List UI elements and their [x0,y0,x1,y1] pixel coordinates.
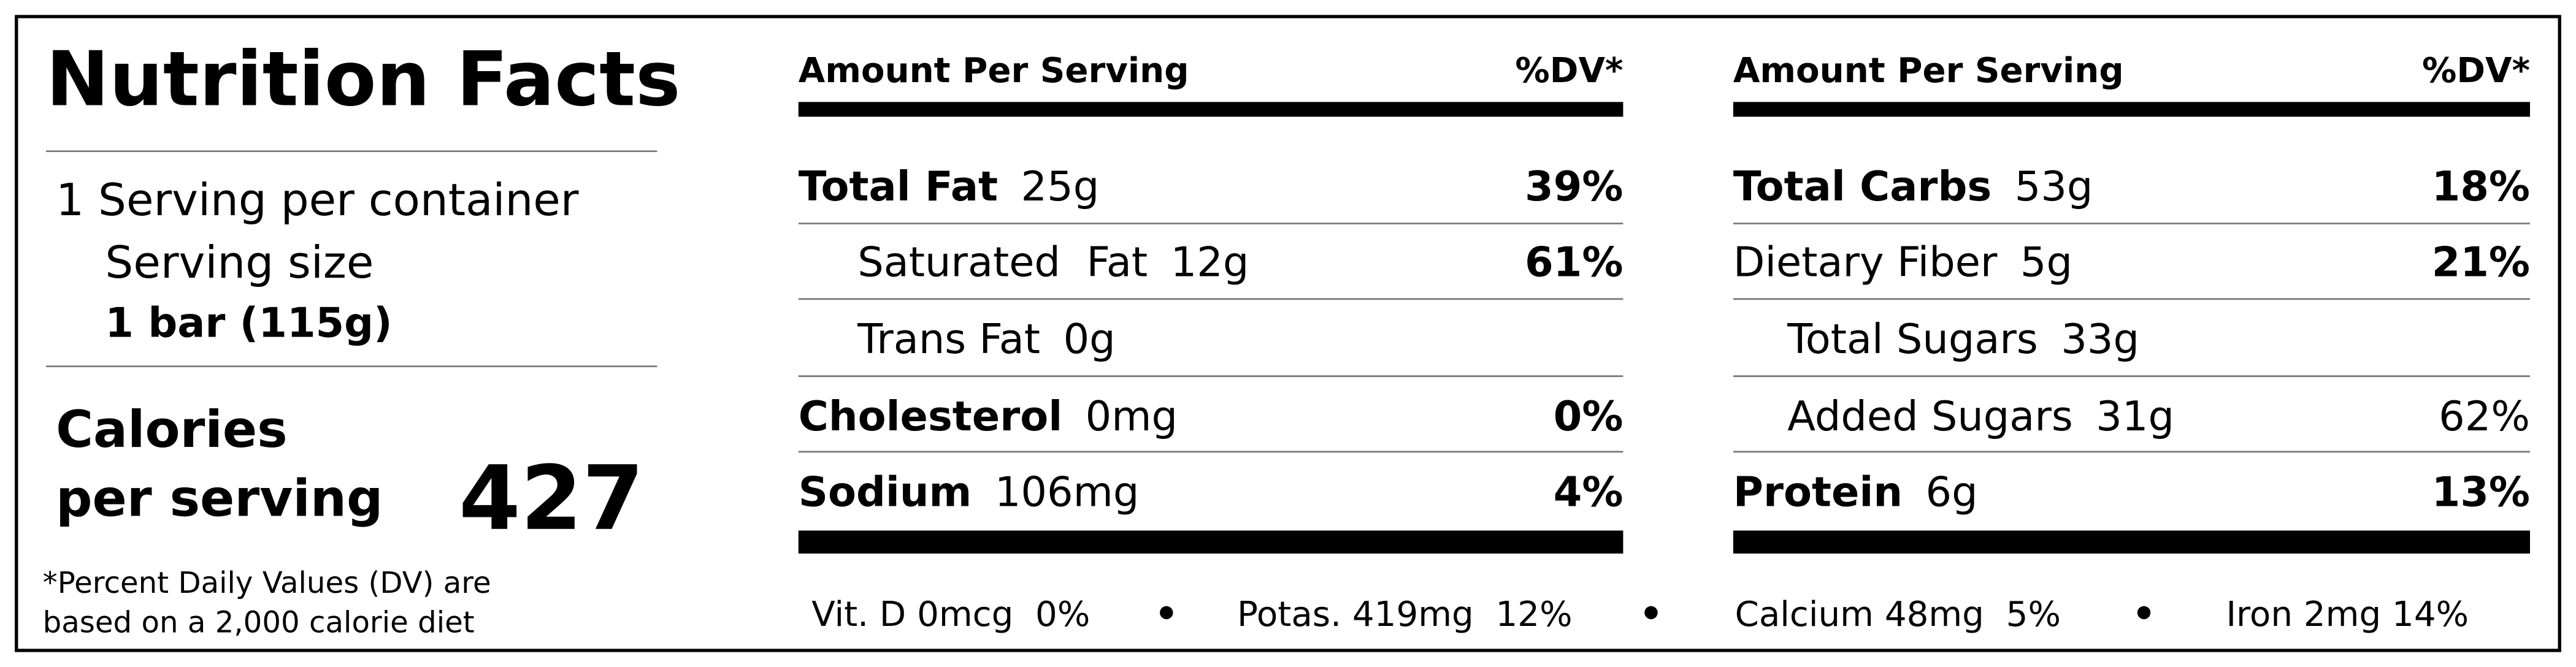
nutrient-row: Saturated Fat 12g [857,238,1249,286]
nutrient-amount: 12g [1171,238,1249,286]
nutrient-row: Protein 6g [1733,468,1978,516]
nutrient-row: Dietary Fiber 5g [1733,238,2072,286]
calories-label: Calories [56,400,288,459]
nutrient-amount: 5g [2020,238,2072,286]
nutrient-dv: 18% [2432,162,2530,210]
header-dv: %DV* [2422,51,2530,91]
thick-bar [798,530,1623,554]
thick-bar [1733,530,2530,554]
footnote: *Percent Daily Values (DV) are [43,566,491,600]
serving-size-label: Serving size [105,237,374,289]
nutrient-dv: 13% [2432,468,2530,516]
bullet [1644,606,1658,620]
nutrient-columns: Amount Per Serving %DV* Total Fat 25g 39% Sat… [798,51,2530,554]
nutrient-dv: 0% [1554,392,1623,440]
nutrient-dv: 61% [1525,238,1623,286]
nutrient-amount: 106mg [995,468,1140,516]
nutrient-row: Total Fat 25g [799,162,1099,210]
nutrient-row: Total Sugars 33g [1787,315,2139,363]
nutrient-row: Trans Fat 0g [857,315,1115,363]
nutrient-dv: 62% [2439,392,2530,440]
nutrient-amount: 0mg [1086,392,1178,440]
nutrient-amount: 53g [2015,162,2093,210]
nutrient-name: Total Fat [799,162,998,210]
thick-bar [798,102,1623,117]
header-amount: Amount Per Serving [799,51,1189,91]
nutrient-name: Trans Fat [857,315,1040,363]
nutrient-amount: 31g [2096,392,2174,440]
nutrient-name: Total Sugars [1787,315,2038,363]
calories-label: per serving [56,468,383,528]
micronutrient: Iron 2mg 14% [2226,595,2469,635]
nutrient-name: Saturated Fat [857,238,1148,286]
nutrient-name: Protein [1733,468,1903,516]
micronutrient: Potas. 419mg 12% [1237,595,1573,635]
micronutrient: Vit. D 0mcg 0% [811,595,1090,635]
bullet [1160,606,1173,620]
nutrient-row: Total Carbs 53g [1733,162,2093,210]
nutrient-amount: 25g [1021,162,1100,210]
nutrient-name: Sodium [799,468,972,516]
nutrient-row: Added Sugars 31g [1787,392,2174,440]
nutrient-dv: 4% [1554,468,1623,516]
nutrient-dv: 21% [2432,238,2530,286]
nutrient-amount: 6g [1926,468,1978,516]
title: Nutrition Facts [46,36,680,124]
thick-bar [1733,102,2530,117]
nutrient-row: Sodium 106mg [799,468,1140,516]
nutrient-name: Added Sugars [1787,392,2072,440]
micronutrient: Calcium 48mg 5% [1735,595,2061,635]
nutrient-row: Cholesterol 0mg [799,392,1178,440]
nutrient-name: Cholesterol [799,392,1062,440]
header-amount: Amount Per Serving [1733,51,2124,91]
calories-value: 427 [459,448,644,551]
bullet [2137,606,2151,620]
nutrient-dv: 39% [1525,162,1623,210]
nutrient-name: Dietary Fiber [1733,238,1998,286]
serving-size: 1 bar (115g) [105,299,392,346]
servings: 1 Serving per container [56,175,579,226]
nutrient-amount: 0g [1064,315,1116,363]
footnote: based on a 2,000 calorie diet [43,606,475,640]
nutrient-amount: 33g [2061,315,2139,363]
nutrient-name: Total Carbs [1733,162,1991,210]
header-dv: %DV* [1515,51,1623,91]
